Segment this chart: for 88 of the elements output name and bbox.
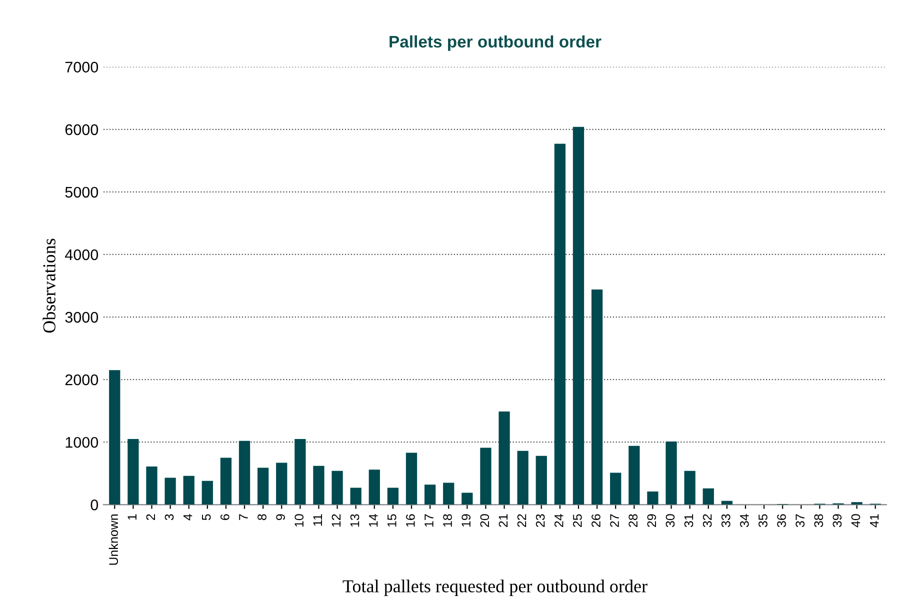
bar	[128, 438, 139, 505]
bar	[572, 126, 584, 505]
x-tick-label: 31	[684, 514, 694, 528]
bar	[220, 458, 232, 505]
x-tick-label: 29	[647, 514, 656, 527]
bar	[368, 470, 380, 505]
bar	[406, 452, 418, 505]
bar	[498, 411, 510, 505]
x-tick-label: 28	[628, 514, 638, 527]
x-tick-label: 22	[517, 514, 526, 527]
x-tick-label: 14	[369, 514, 378, 527]
x-tick-label: 34	[740, 514, 749, 528]
bar	[666, 441, 677, 505]
x-tick-label: 18	[443, 514, 452, 527]
bar	[684, 470, 696, 505]
x-tick-label: 33	[721, 514, 730, 528]
bar	[313, 466, 324, 505]
x-tick-label: 6	[220, 514, 230, 520]
bar	[332, 470, 343, 505]
x-tick-label: 40	[851, 514, 860, 528]
x-tick-label: 1	[128, 514, 136, 520]
x-tick-label: 15	[388, 514, 396, 527]
y-tick-label: 2000	[65, 374, 98, 386]
y-tick-label: 0	[90, 500, 98, 510]
x-tick-label: 26	[592, 514, 600, 527]
x-tick-label: 24	[554, 514, 564, 527]
bar	[146, 466, 158, 505]
x-tick-label: 19	[462, 514, 471, 527]
bar	[276, 462, 288, 505]
x-tick-label: 37	[796, 514, 805, 528]
y-axis-title: Observations	[42, 238, 56, 333]
x-tick-label: 2	[146, 514, 155, 520]
bar	[238, 440, 250, 505]
x-tick-label: 4	[183, 514, 192, 520]
x-tick-label: 39	[832, 514, 842, 528]
bar	[424, 484, 436, 505]
y-tick-label: 4000	[65, 249, 98, 260]
x-tick-label: 7	[239, 514, 248, 520]
bar	[536, 456, 547, 505]
x-tick-label: 35	[758, 514, 768, 528]
bar	[202, 480, 213, 505]
x-tick-label: 16	[406, 514, 415, 527]
chart-title: Pallets per outbound order	[390, 35, 602, 51]
x-tick-label: 21	[498, 514, 508, 527]
x-tick-label: 5	[202, 514, 211, 520]
bar	[462, 492, 473, 505]
x-tick-label: 13	[350, 514, 360, 527]
bar	[387, 488, 399, 505]
bar	[517, 450, 528, 505]
bar	[294, 438, 306, 505]
y-tick-label: 6000	[65, 124, 98, 136]
x-tick-label: 38	[814, 514, 824, 528]
bar	[702, 488, 714, 505]
x-tick-label: 25	[573, 514, 582, 527]
bar	[109, 370, 120, 505]
x-tick-label: 32	[702, 514, 712, 528]
x-tick-label: Unknown	[108, 514, 118, 565]
bar	[480, 448, 492, 505]
x-tick-label: 36	[777, 514, 786, 528]
bar	[628, 446, 640, 505]
bar	[610, 472, 622, 505]
bar	[851, 502, 862, 505]
bar	[554, 144, 566, 505]
bar	[164, 478, 176, 505]
y-tick-label: 3000	[65, 312, 98, 323]
x-axis-title: Total pallets requested per outbound order	[342, 580, 648, 596]
bar	[591, 290, 603, 505]
x-tick-label: 10	[294, 514, 304, 527]
x-tick-label: 12	[332, 514, 341, 527]
x-tick-label: 41	[870, 514, 879, 528]
bar	[721, 500, 732, 505]
bar	[350, 488, 362, 505]
y-tick-label: 7000	[65, 62, 98, 73]
x-tick-label: 8	[258, 514, 266, 520]
x-tick-label: 20	[480, 514, 490, 527]
x-tick-label: 27	[610, 514, 619, 527]
x-tick-label: 11	[313, 514, 322, 526]
x-tick-label: 3	[164, 514, 174, 520]
y-tick-label: 5000	[65, 186, 98, 198]
y-tick-label: 1000	[66, 436, 98, 448]
x-tick-label: 23	[536, 514, 545, 527]
x-tick-label: 17	[424, 514, 434, 527]
x-tick-label: 9	[276, 514, 285, 520]
bar	[647, 492, 658, 505]
bar	[183, 476, 194, 505]
bar	[258, 468, 269, 505]
x-tick-label: 30	[666, 514, 675, 528]
bar	[443, 482, 454, 505]
